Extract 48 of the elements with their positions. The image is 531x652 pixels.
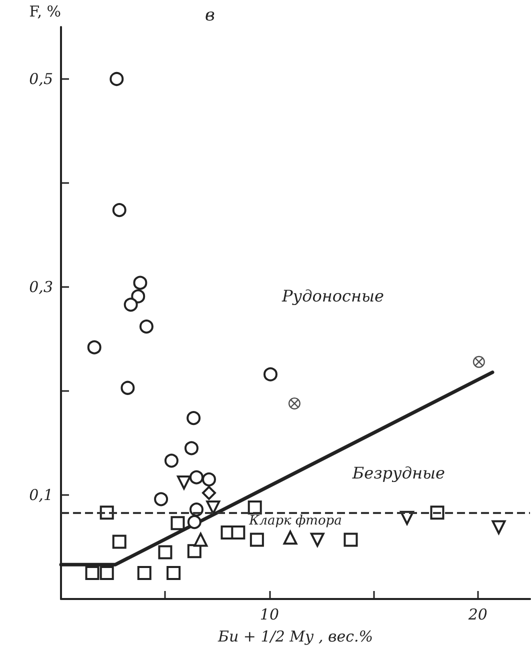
point bbox=[131, 289, 146, 304]
point bbox=[206, 500, 220, 514]
chart-title: в bbox=[205, 6, 215, 26]
point bbox=[124, 298, 138, 312]
point bbox=[231, 525, 246, 540]
point bbox=[120, 380, 135, 395]
point bbox=[250, 532, 264, 547]
point bbox=[184, 441, 198, 456]
point bbox=[186, 411, 201, 426]
y-tick-label: 0,1 bbox=[29, 486, 53, 504]
x-tick-label: 10 bbox=[260, 606, 280, 624]
ref-line-label: Кларк фтора bbox=[248, 514, 342, 529]
point bbox=[344, 532, 358, 547]
point bbox=[87, 340, 102, 354]
x-tick-label: 20 bbox=[467, 606, 488, 624]
point bbox=[187, 544, 202, 558]
point bbox=[133, 276, 148, 290]
point bbox=[310, 532, 324, 547]
point bbox=[154, 492, 168, 506]
point bbox=[112, 534, 126, 549]
point bbox=[248, 500, 262, 514]
y-axis-title: F, % bbox=[29, 2, 61, 20]
annotation: Рудоносные bbox=[281, 286, 384, 306]
point bbox=[137, 566, 152, 580]
point bbox=[264, 367, 278, 382]
point bbox=[194, 532, 208, 547]
point bbox=[176, 476, 191, 490]
point bbox=[283, 530, 298, 545]
point bbox=[85, 566, 100, 580]
annotation: Безрудные bbox=[351, 464, 446, 483]
point bbox=[492, 520, 506, 534]
point bbox=[139, 320, 154, 334]
point bbox=[187, 515, 202, 530]
y-tick-label: 0,3 bbox=[29, 278, 53, 296]
point bbox=[170, 516, 185, 530]
point bbox=[202, 486, 216, 500]
point bbox=[472, 356, 485, 368]
point bbox=[100, 566, 114, 580]
point bbox=[164, 454, 178, 468]
point bbox=[288, 397, 300, 410]
x-axis-title: Би + 1/2 Му , вес.% bbox=[216, 628, 374, 646]
y-tick-label: 0,5 bbox=[29, 70, 53, 88]
point bbox=[190, 470, 204, 484]
point bbox=[166, 566, 181, 580]
point bbox=[112, 203, 126, 218]
point bbox=[202, 472, 216, 486]
point bbox=[110, 72, 124, 86]
point bbox=[158, 545, 172, 560]
